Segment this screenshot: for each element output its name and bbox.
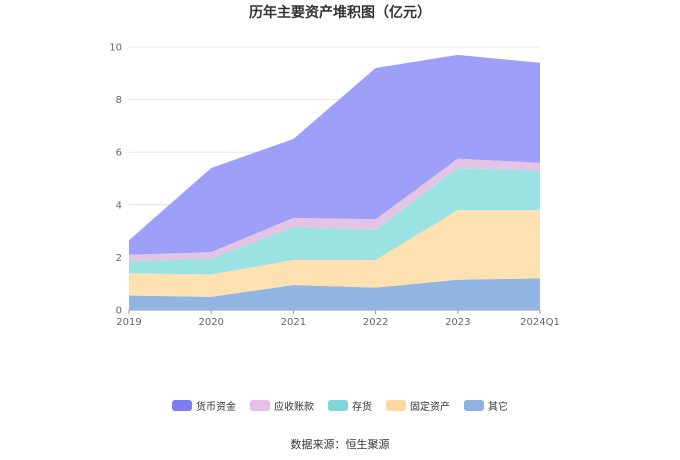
legend-item-cash[interactable]: 货币资金 (172, 398, 236, 413)
area-series-应收账款[interactable] (129, 158, 540, 262)
chart-title: 历年主要资产堆积图（亿元） (249, 5, 431, 21)
x-tick-label: 2022 (363, 317, 388, 328)
legend-swatch (172, 400, 192, 411)
y-tick-label: 2 (116, 253, 122, 264)
legend-swatch (464, 400, 484, 411)
legend-item-other[interactable]: 其它 (464, 398, 508, 413)
x-tick-label: 2023 (445, 317, 470, 328)
area-series-其它[interactable] (129, 278, 540, 310)
x-tick-label: 2019 (116, 317, 141, 328)
legend-label: 固定资产 (410, 402, 450, 413)
area-series-存货[interactable] (129, 168, 540, 275)
y-tick-label: 10 (109, 43, 122, 54)
y-tick-label: 0 (116, 306, 122, 317)
data-source: 数据来源：恒生聚源 (290, 438, 390, 451)
x-tick-label: 2024Q1 (520, 317, 560, 328)
area-series-货币资金[interactable] (129, 54, 540, 255)
legend-swatch (328, 400, 348, 411)
legend-item-fixed-assets[interactable]: 固定资产 (386, 398, 450, 413)
legend-label: 存货 (352, 402, 372, 413)
y-tick-label: 6 (116, 148, 122, 159)
y-tick-label: 4 (116, 200, 122, 211)
legend-item-receivables[interactable]: 应收账款 (250, 398, 314, 413)
area-series-固定资产[interactable] (129, 210, 540, 297)
x-tick-label: 2021 (281, 317, 306, 328)
legend-label: 货币资金 (196, 402, 236, 413)
x-tick-label: 2020 (198, 317, 223, 328)
legend-swatch (250, 400, 270, 411)
legend-swatch (386, 400, 406, 411)
legend-label: 应收账款 (274, 402, 314, 413)
legend-item-inventory[interactable]: 存货 (328, 398, 372, 413)
y-tick-label: 8 (116, 95, 122, 106)
chart-legend: 货币资金 应收账款 存货 固定资产 其它 (0, 398, 680, 413)
legend-label: 其它 (488, 402, 508, 413)
stacked-area-chart: 0 2 4 6 8 10 2019 2020 2021 2022 2023 2024Q1 (109, 43, 560, 329)
